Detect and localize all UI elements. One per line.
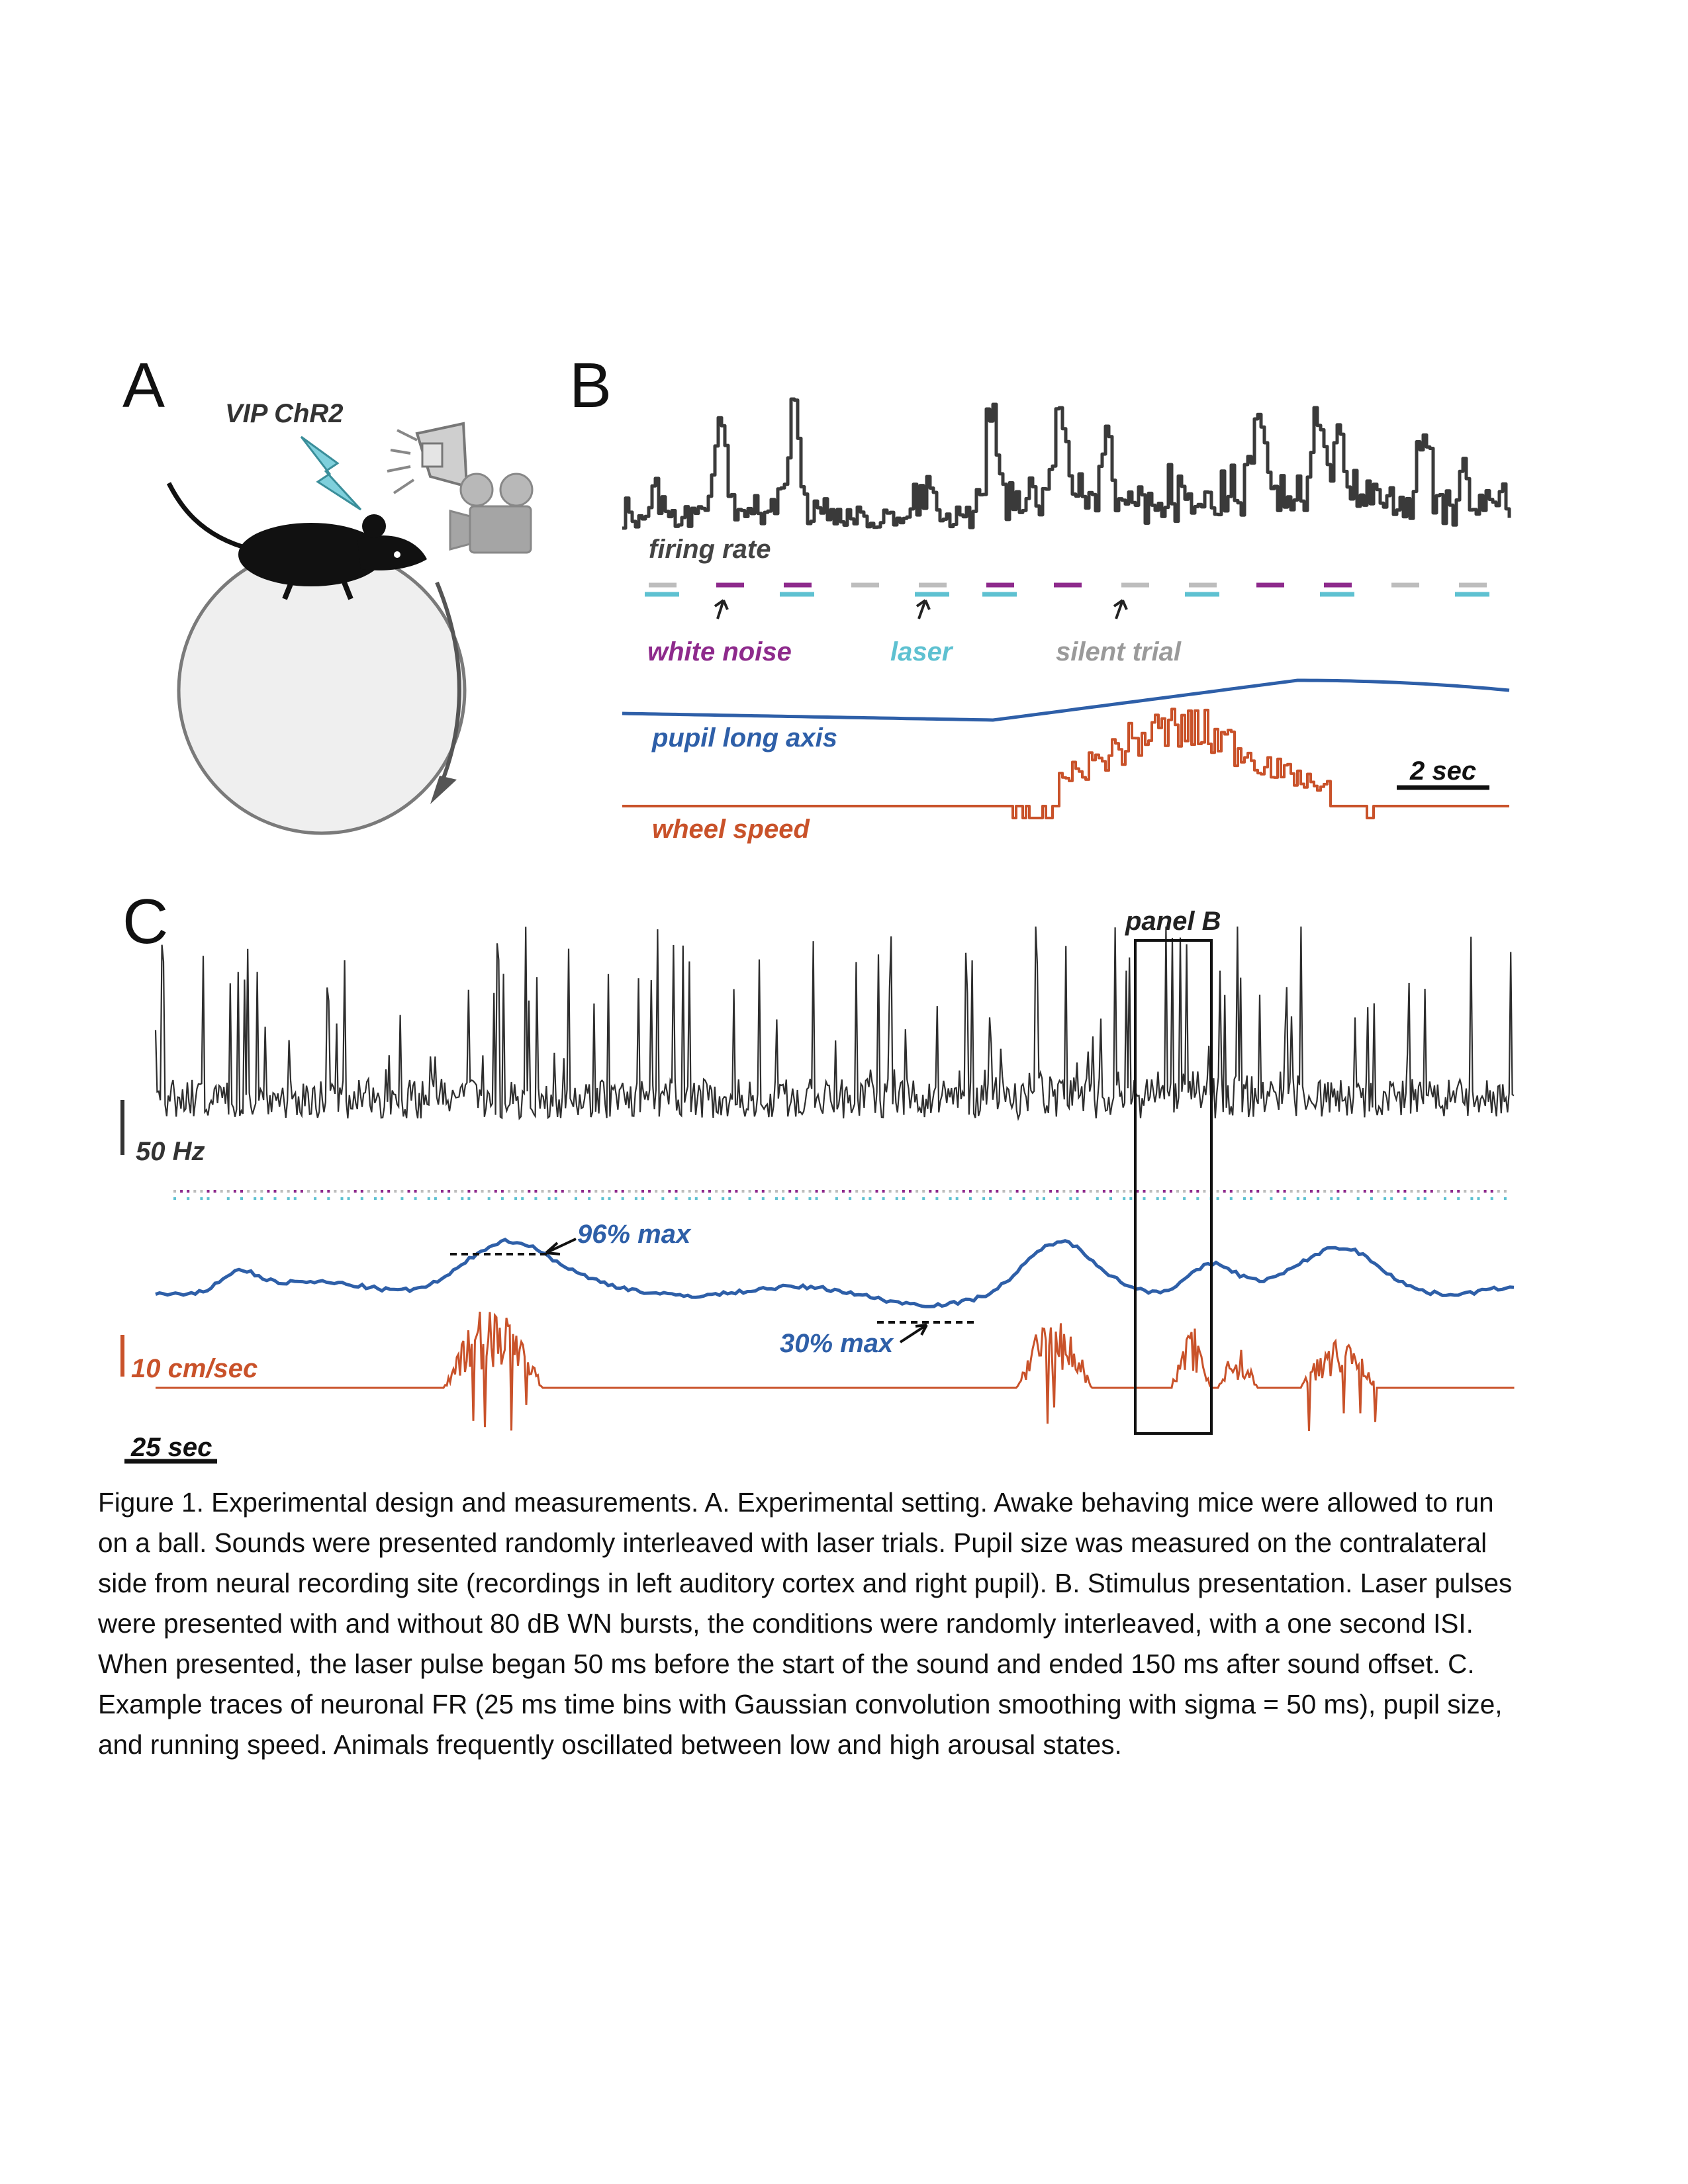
laser-bolt-icon bbox=[300, 435, 362, 511]
laser-label: laser bbox=[890, 637, 953, 666]
silent-trial-arrow-icon bbox=[1113, 599, 1128, 619]
rotation-arrow-head-icon bbox=[430, 776, 457, 804]
pupil-min-annotation: 30% max bbox=[780, 1329, 894, 1358]
panel-b-wheel-trace bbox=[622, 707, 1509, 819]
min-arrow-icon bbox=[899, 1324, 928, 1343]
inset-label: panel B bbox=[1125, 907, 1221, 936]
panel-b-trial-markers bbox=[645, 582, 1489, 597]
figure-caption: Figure 1. Experimental design and measur… bbox=[98, 1487, 1513, 1760]
pupil-label: pupil long axis bbox=[652, 723, 838, 752]
speaker-icon bbox=[387, 422, 469, 494]
camera-icon bbox=[449, 473, 534, 554]
rotation-arrow-icon bbox=[435, 581, 461, 796]
running-ball bbox=[177, 545, 467, 835]
panel-b bbox=[622, 397, 1511, 819]
panel-b-inset-box bbox=[1134, 939, 1213, 1435]
wheel-speed-label: wheel speed bbox=[652, 815, 810, 844]
laser-arrow-icon bbox=[915, 599, 931, 619]
panel-c-letter: C bbox=[122, 886, 169, 957]
silent-trial-label: silent trial bbox=[1056, 637, 1181, 666]
panel-b-firing-rate-trace bbox=[622, 397, 1511, 530]
white-noise-label: white noise bbox=[647, 637, 792, 666]
firing-rate-label: firing rate bbox=[649, 535, 771, 564]
panel-b-letter: B bbox=[569, 350, 612, 421]
panel-c-pupil-trace bbox=[155, 1238, 1515, 1308]
panel-c-wheel-trace bbox=[156, 1311, 1515, 1431]
mouse-icon bbox=[166, 482, 427, 600]
panel-c-firing-rate-trace bbox=[154, 926, 1515, 1121]
panel-b-pupil-trace bbox=[622, 678, 1510, 722]
speed-scale-label: 10 cm/sec bbox=[131, 1354, 258, 1383]
pupil-max-annotation: 96% max bbox=[577, 1220, 691, 1249]
panel-a-illustration bbox=[166, 422, 534, 835]
panel-a-letter: A bbox=[122, 350, 165, 421]
white-noise-arrow-icon bbox=[714, 599, 729, 619]
construct-label: VIP ChR2 bbox=[225, 399, 344, 428]
panel-b-scalebar-label: 2 sec bbox=[1410, 756, 1477, 786]
max-arrow-icon bbox=[545, 1238, 577, 1255]
fr-scale-label: 50 Hz bbox=[136, 1137, 205, 1166]
panel-c bbox=[120, 926, 1515, 1464]
time-scale-label: 25 sec bbox=[131, 1433, 212, 1462]
panel-c-trial-markers bbox=[173, 1190, 1507, 1200]
